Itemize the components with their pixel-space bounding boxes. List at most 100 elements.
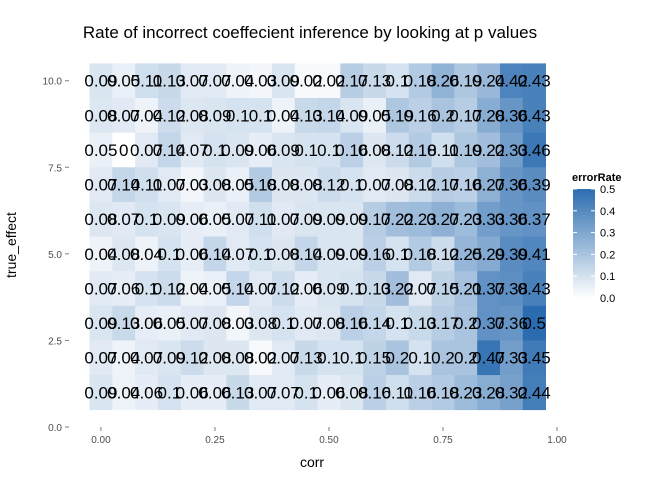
heatmap-cell-labels: 0.090.050.110.130.070.070.040.030.090.02… bbox=[84, 72, 550, 403]
heatmap-cell bbox=[454, 98, 478, 134]
cell-value-label: 0.39 bbox=[495, 245, 528, 264]
cell-value-label: 0.08 bbox=[221, 349, 254, 368]
heatmap-cell bbox=[499, 305, 524, 341]
cell-value-label: 0.5 bbox=[522, 314, 546, 333]
heatmap-cell bbox=[180, 63, 204, 99]
cell-value-label: 0.05 bbox=[221, 176, 254, 195]
cell-value-label: 0.06 bbox=[176, 245, 209, 264]
heatmap-cell bbox=[408, 271, 432, 307]
heatmap-cell bbox=[522, 305, 546, 341]
cell-value-label: 0.07 bbox=[84, 349, 117, 368]
heatmap-cell bbox=[271, 63, 296, 99]
heatmap-cell bbox=[317, 305, 341, 341]
cell-value-label: 0.08 bbox=[381, 176, 414, 195]
cell-value-label: 0.09 bbox=[335, 106, 368, 125]
heatmap-cell bbox=[317, 98, 341, 134]
cell-value-label: 0.1 bbox=[317, 141, 341, 160]
cell-value-label: 0.06 bbox=[130, 383, 163, 402]
heatmap-cell bbox=[203, 63, 227, 99]
cell-value-label: 0.23 bbox=[404, 210, 437, 229]
cell-value-label: 0.36 bbox=[495, 176, 528, 195]
heatmap-cell bbox=[271, 271, 296, 307]
heatmap-cell bbox=[408, 132, 432, 168]
heatmap-cell bbox=[477, 98, 501, 134]
heatmap-cell bbox=[317, 132, 341, 168]
legend-tick-label: 0.0 bbox=[600, 293, 615, 305]
cell-value-label: 0.16 bbox=[358, 383, 391, 402]
heatmap-cell bbox=[89, 167, 113, 203]
cell-value-label: 0.11 bbox=[245, 210, 277, 229]
heatmap-cell bbox=[135, 98, 159, 134]
cell-value-label: 0.09 bbox=[198, 106, 231, 125]
heatmap-cell bbox=[522, 375, 546, 411]
cell-value-label: 0.27 bbox=[426, 210, 459, 229]
cell-value-label: 0.09 bbox=[267, 141, 300, 160]
cell-value-label: 0.36 bbox=[495, 210, 528, 229]
x-tick-label: 1.00 bbox=[547, 435, 567, 446]
heatmap-cell bbox=[135, 340, 159, 376]
heatmap-cell bbox=[226, 375, 250, 411]
cell-value-label: 0.16 bbox=[404, 383, 437, 402]
cell-value-label: 0.1 bbox=[158, 245, 182, 264]
legend-tick-label: 0.4 bbox=[600, 206, 615, 218]
heatmap-cell bbox=[385, 132, 410, 168]
heatmap-cell bbox=[271, 98, 296, 134]
cell-value-label: 0.1 bbox=[408, 349, 432, 368]
cell-value-label: 0.1 bbox=[135, 279, 159, 298]
heatmap-cell bbox=[385, 375, 410, 411]
cell-value-label: 0.09 bbox=[335, 245, 368, 264]
cell-value-label: 0.1 bbox=[158, 383, 182, 402]
heatmap-cell bbox=[226, 98, 250, 134]
legend-title: errorRate bbox=[572, 172, 622, 184]
heatmap-cell bbox=[135, 305, 159, 341]
cell-value-label: 0.16 bbox=[358, 245, 391, 264]
heatmap-cell bbox=[112, 271, 136, 307]
heatmap-cell bbox=[431, 132, 455, 168]
heatmap-cell bbox=[340, 167, 364, 203]
cell-value-label: 0.08 bbox=[84, 106, 117, 125]
heatmap-cell bbox=[112, 375, 136, 411]
heatmap-cell bbox=[499, 98, 524, 134]
cell-value-label: 0.05 bbox=[107, 72, 140, 91]
heatmap-cell bbox=[112, 167, 136, 203]
heatmap-cell bbox=[89, 236, 113, 272]
heatmap-cell bbox=[363, 63, 387, 99]
legend: errorRate 0.0 0.1 0.2 0.3 0.4 0.5 bbox=[572, 172, 622, 305]
y-tick-label: 5.0 bbox=[48, 250, 62, 261]
heatmap-cell bbox=[294, 98, 318, 134]
heatmap-cell bbox=[226, 167, 250, 203]
cell-value-label: 0.37 bbox=[472, 314, 505, 333]
legend-colorbar bbox=[573, 189, 595, 298]
cell-value-label: 0.07 bbox=[130, 141, 163, 160]
cell-value-label: 0.09 bbox=[312, 245, 345, 264]
heatmap-cell bbox=[363, 271, 387, 307]
cell-value-label: 0.06 bbox=[130, 314, 163, 333]
cell-value-label: 0.07 bbox=[107, 210, 140, 229]
cell-value-label: 0.12 bbox=[426, 245, 459, 264]
heatmap-cell bbox=[499, 63, 524, 99]
heatmap-cell bbox=[522, 167, 546, 203]
cell-value-label: 0.14 bbox=[198, 245, 231, 264]
cell-value-label: 0.05 bbox=[198, 210, 231, 229]
cell-value-label: 0.08 bbox=[267, 245, 300, 264]
cell-value-label: 0.16 bbox=[404, 106, 437, 125]
cell-value-label: 0.33 bbox=[472, 210, 505, 229]
heatmap-cell bbox=[385, 305, 410, 341]
cell-value-label: 0.22 bbox=[381, 210, 414, 229]
heatmap-cell bbox=[477, 305, 501, 341]
cell-value-label: 0.04 bbox=[107, 349, 140, 368]
cell-value-label: 0.07 bbox=[290, 314, 323, 333]
cell-value-label: 0.1 bbox=[294, 383, 318, 402]
heatmap-cell bbox=[203, 98, 227, 134]
cell-value-label: 0.12 bbox=[267, 279, 300, 298]
heatmap-cells bbox=[89, 63, 546, 411]
heatmap-cell bbox=[226, 201, 250, 237]
cell-value-label: 0.45 bbox=[518, 349, 551, 368]
cell-value-label: 0.04 bbox=[267, 106, 300, 125]
cell-value-label: 0.1 bbox=[317, 349, 341, 368]
y-tick-label: 7.5 bbox=[48, 163, 62, 174]
heatmap-cell bbox=[226, 340, 250, 376]
heatmap-cell bbox=[385, 236, 410, 272]
cell-value-label: 0.43 bbox=[518, 279, 551, 298]
heatmap-cell bbox=[522, 63, 546, 99]
